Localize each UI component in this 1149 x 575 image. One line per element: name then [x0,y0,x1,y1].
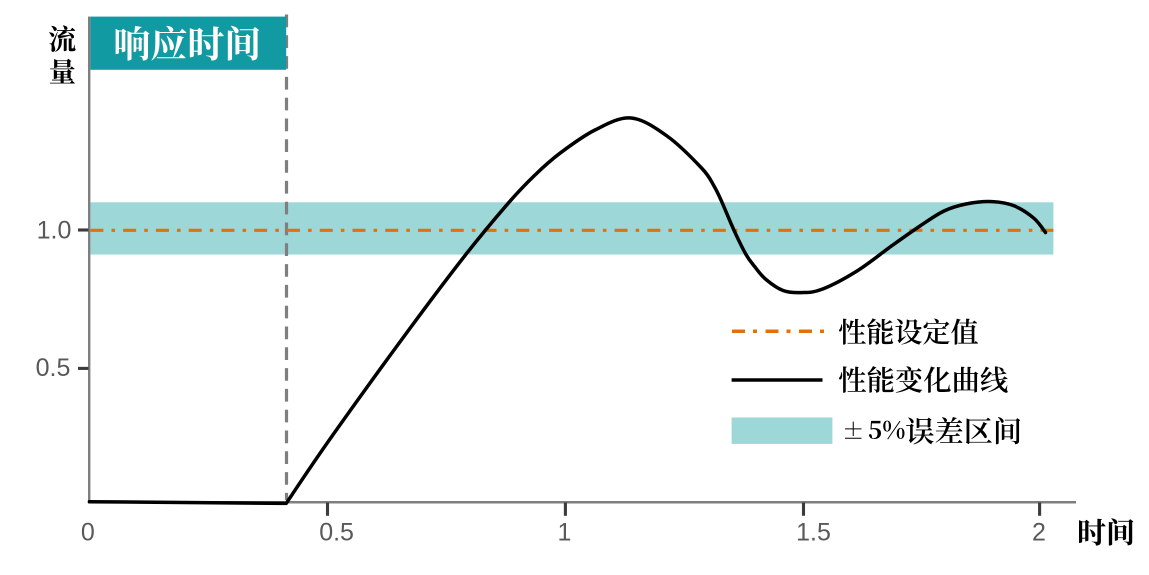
svg-text:0.5: 0.5 [36,354,71,382]
svg-text:2: 2 [1032,519,1046,547]
svg-text:0.5: 0.5 [319,519,354,547]
svg-text:1: 1 [557,519,571,547]
svg-text:0: 0 [81,519,95,547]
svg-text:1.0: 1.0 [37,217,72,245]
svg-text:1.5: 1.5 [796,519,831,547]
